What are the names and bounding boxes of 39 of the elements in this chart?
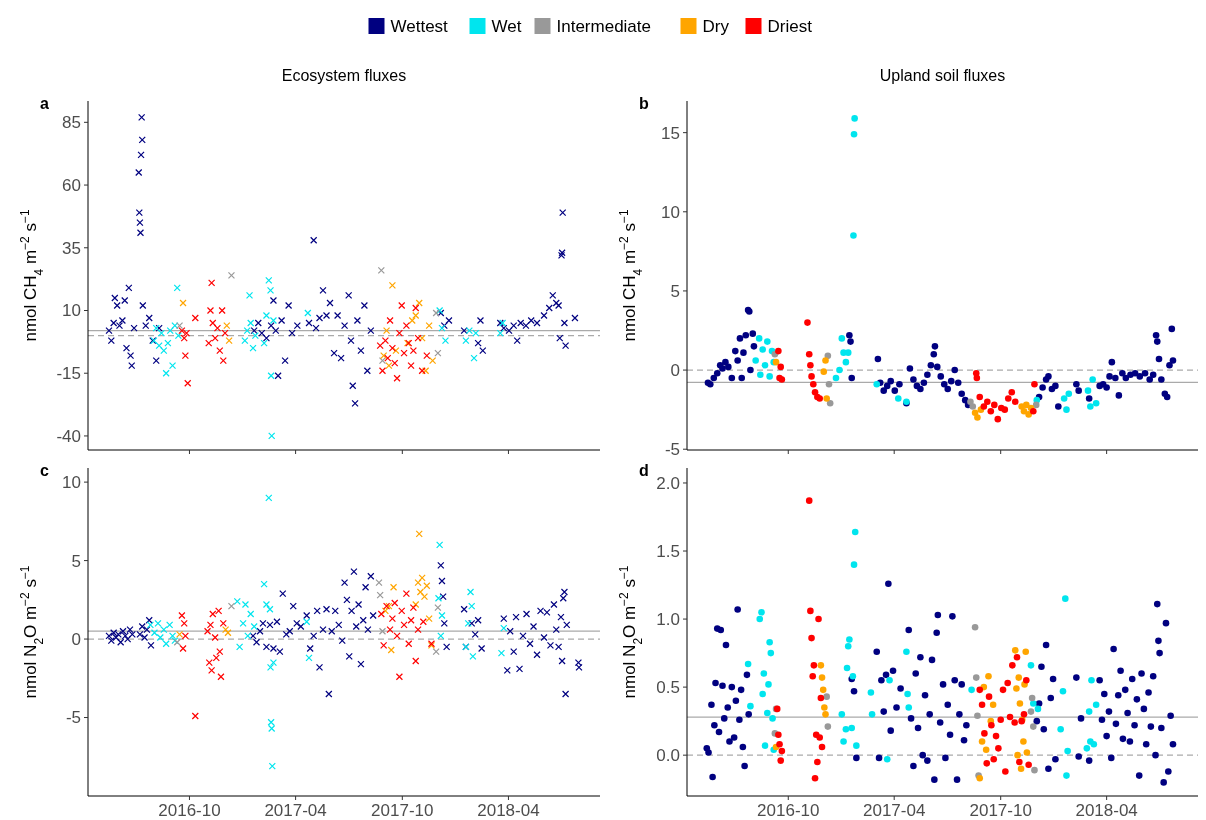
y-tick-label: 60 [62,176,81,195]
legend-label: Intermediate [556,16,651,36]
x-tick-label: 2017-04 [264,801,327,820]
x-tick-label: 2016-10 [158,801,221,820]
y-tick-label: 10 [62,473,81,493]
y-tick-label: 0.5 [656,678,680,698]
y-tick-label: 0 [670,361,680,381]
legend-label: Dry [702,16,730,36]
text: c [40,462,49,479]
y-tick-label: 1.5 [656,541,680,561]
x-tick-label: 2017-10 [371,801,434,820]
text: b [639,95,649,112]
text: d [639,462,649,479]
text: a [40,95,49,112]
y-tick-label: -40 [56,426,81,446]
y-tick-label: -5 [664,440,680,460]
x-tick-label: 2017-04 [863,801,926,820]
x-tick-label: 2018-04 [1075,801,1138,820]
y-tick-label: 10 [62,301,81,321]
y-tick-label: 0 [71,630,81,650]
y-tick-label: 15 [661,123,680,143]
y-tick-label: 85 [62,113,81,133]
y-tick-label: 10 [661,202,680,222]
y-tick-label: 35 [62,238,81,258]
x-tick-label: 2018-04 [477,801,540,820]
y-tick-label: 2.0 [656,473,680,493]
x-tick-label: 2017-10 [969,801,1032,820]
y-tick-label: 5 [670,281,680,301]
y-tick-label: 0.0 [656,746,680,766]
y-tick-label: -15 [56,364,81,384]
y-tick-label: 5 [71,551,81,571]
y-tick-label: 1.0 [656,610,680,630]
legend-label: Wettest [390,16,449,36]
legend-label: Wet [491,16,522,36]
y-tick-label: -5 [65,708,81,728]
chart-title: Ecosystem fluxes [281,67,407,84]
chart-title: Upland soil fluxes [879,67,1006,84]
legend-label: Driest [767,16,813,36]
x-tick-label: 2016-10 [757,801,820,820]
